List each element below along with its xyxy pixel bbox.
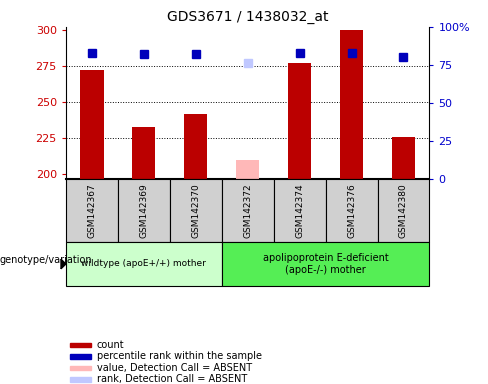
Bar [274, 179, 325, 242]
Bar [69, 354, 91, 359]
Text: GSM142376: GSM142376 [347, 183, 356, 238]
Bar [132, 127, 156, 179]
Text: percentile rank within the sample: percentile rank within the sample [97, 351, 262, 361]
Bar [170, 179, 222, 242]
Text: GSM142374: GSM142374 [295, 183, 304, 238]
Text: GSM142380: GSM142380 [399, 183, 408, 238]
Bar [392, 137, 415, 179]
Bar [184, 114, 207, 179]
Bar [66, 179, 118, 242]
Title: GDS3671 / 1438032_at: GDS3671 / 1438032_at [167, 10, 328, 25]
Bar [69, 377, 91, 382]
Bar [66, 242, 222, 286]
Text: value, Detection Call = ABSENT: value, Detection Call = ABSENT [97, 363, 252, 373]
Bar [222, 242, 429, 286]
Bar [340, 30, 363, 179]
Bar [118, 179, 170, 242]
Text: GSM142372: GSM142372 [243, 183, 252, 238]
Bar [69, 343, 91, 347]
Bar [378, 179, 429, 242]
Bar [80, 70, 103, 179]
Text: genotype/variation: genotype/variation [0, 255, 93, 265]
Bar [236, 160, 259, 179]
Text: rank, Detection Call = ABSENT: rank, Detection Call = ABSENT [97, 374, 247, 384]
Text: count: count [97, 340, 124, 350]
Text: GSM142370: GSM142370 [191, 183, 200, 238]
Text: GSM142367: GSM142367 [87, 183, 96, 238]
Bar [288, 63, 311, 179]
Bar [69, 366, 91, 370]
Text: apolipoprotein E-deficient
(apoE-/-) mother: apolipoprotein E-deficient (apoE-/-) mot… [263, 253, 388, 275]
Text: wildtype (apoE+/+) mother: wildtype (apoE+/+) mother [81, 260, 206, 268]
Bar [222, 179, 274, 242]
Bar [325, 179, 378, 242]
Text: GSM142369: GSM142369 [139, 183, 148, 238]
